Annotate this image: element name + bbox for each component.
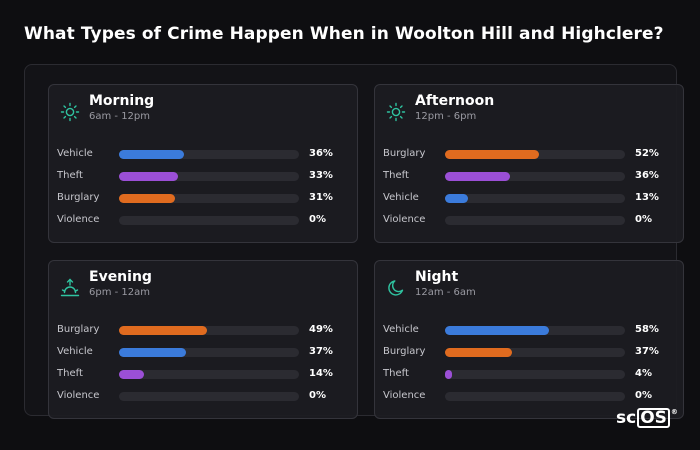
bar-row-vehicle: Vehicle 13% [383,191,673,205]
bar-label: Vehicle [383,192,419,203]
card-subtitle: 6am - 12pm [89,111,151,122]
logo-text-sc: sc [616,408,637,428]
bar-value-label: 14% [309,368,333,379]
bar-track [119,392,299,401]
bar-value-label: 36% [309,148,333,159]
card-evening: Evening 6pm - 12am Burglary 49% Vehicle 37%… [48,260,358,419]
logo-registered-mark: ® [670,408,678,416]
bar-value-label: 0% [309,390,326,401]
bar-value-label: 0% [635,214,652,225]
bar-track [445,172,625,181]
bar [119,348,186,357]
bar-row-violence: Violence 0% [383,213,673,227]
page-title: What Types of Crime Happen When in Woolt… [24,24,664,44]
bar-label: Theft [383,368,409,379]
bar-label: Violence [57,214,100,225]
bar-value-label: 0% [635,390,652,401]
bar-label: Vehicle [57,148,93,159]
bar-track [119,194,299,203]
bar-label: Violence [383,390,426,401]
bar-track [119,370,299,379]
bar-track [445,194,625,203]
card-subtitle: 12pm - 6pm [415,111,477,122]
bar [119,150,184,159]
bar-track [119,348,299,357]
scos-logo: sc OS ® [616,408,678,428]
bar-track [445,216,625,225]
bar-label: Theft [383,170,409,181]
bar-value-label: 31% [309,192,333,203]
bar [119,194,175,203]
bar [445,172,510,181]
bar-value-label: 0% [309,214,326,225]
bar-row-theft: Theft 14% [57,367,347,381]
bar-value-label: 58% [635,324,659,335]
bar-value-label: 36% [635,170,659,181]
moon-icon [388,280,404,296]
sunset-icon [60,278,80,297]
sun-icon [60,102,80,122]
bar-row-theft: Theft 33% [57,169,347,183]
bar [445,348,512,357]
bar-label: Burglary [383,148,426,159]
bar-track [445,150,625,159]
bar-value-label: 33% [309,170,333,181]
card-title: Evening [89,269,152,285]
bar [445,370,453,379]
bar-value-label: 49% [309,324,333,335]
card-title: Night [415,269,459,285]
bar-track [119,172,299,181]
card-subtitle: 6pm - 12am [89,287,151,298]
bar [119,370,145,379]
bar-track [445,348,625,357]
bar-row-vehicle: Vehicle 37% [57,345,347,359]
bar-row-violence: Violence 0% [383,389,673,403]
bar-value-label: 37% [309,346,333,357]
bar-value-label: 4% [635,368,652,379]
bar-row-burglary: Burglary 31% [57,191,347,205]
bar-track [445,326,625,335]
logo-text-os: OS [637,408,670,428]
bar-row-violence: Violence 0% [57,213,347,227]
bar-label: Vehicle [57,346,93,357]
bar-label: Violence [383,214,426,225]
bar [445,150,539,159]
card-subtitle: 12am - 6am [415,287,476,298]
bar [445,326,550,335]
bar-track [119,326,299,335]
bar-track [119,150,299,159]
bar-track [119,216,299,225]
bar-label: Burglary [383,346,426,357]
bar-row-theft: Theft 4% [383,367,673,381]
bar-row-burglary: Burglary 52% [383,147,673,161]
bar-track [445,392,625,401]
bar-row-burglary: Burglary 49% [57,323,347,337]
bar-value-label: 37% [635,346,659,357]
bar [119,172,179,181]
bar [119,326,208,335]
bar-row-vehicle: Vehicle 36% [57,147,347,161]
bar-label: Violence [57,390,100,401]
bar-value-label: 52% [635,148,659,159]
bar-row-vehicle: Vehicle 58% [383,323,673,337]
bar-row-violence: Violence 0% [57,389,347,403]
bar-label: Burglary [57,192,100,203]
bar-label: Vehicle [383,324,419,335]
bar-track [445,370,625,379]
card-morning: Morning 6am - 12pm Vehicle 36% Theft 33% Bur… [48,84,358,243]
sun-icon [386,102,406,122]
card-night: Night 12am - 6am Vehicle 58% Burglary 37% Th… [374,260,684,419]
card-title: Afternoon [415,93,495,109]
bar-row-burglary: Burglary 37% [383,345,673,359]
bar-value-label: 13% [635,192,659,203]
bar-label: Burglary [57,324,100,335]
bar-label: Theft [57,368,83,379]
card-title: Morning [89,93,155,109]
bar-label: Theft [57,170,83,181]
card-afternoon: Afternoon 12pm - 6pm Burglary 52% Theft 36%… [374,84,684,243]
bar [445,194,469,203]
bar-row-theft: Theft 36% [383,169,673,183]
